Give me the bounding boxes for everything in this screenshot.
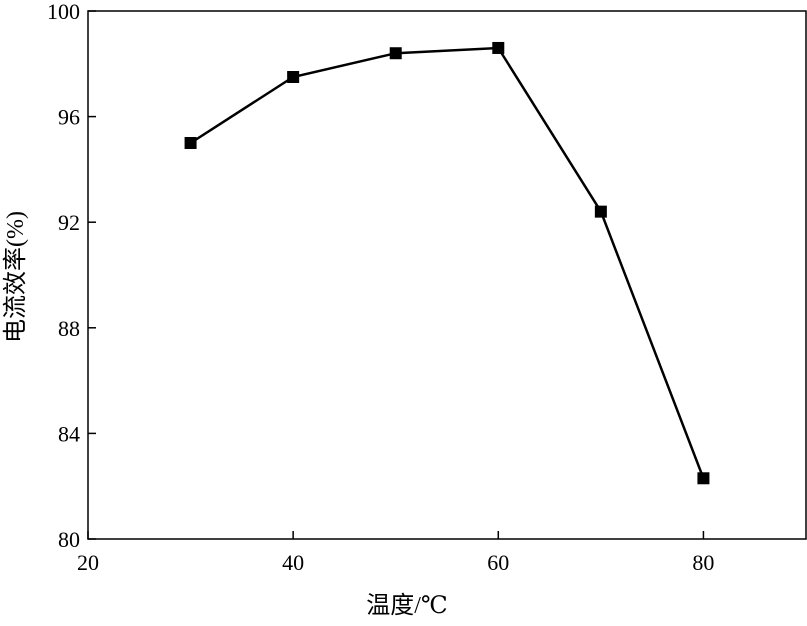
y-axis-label: 电流效率(%) xyxy=(2,211,29,343)
data-point xyxy=(184,137,197,149)
y-tick-label: 88 xyxy=(58,316,80,341)
x-tick-label: 80 xyxy=(692,550,714,575)
series-group xyxy=(184,41,710,485)
series-line xyxy=(189,46,705,479)
plot-frame xyxy=(87,10,807,540)
data-point xyxy=(287,71,300,83)
ticks: 20 40 60 80 80 84 88 92 96 100 xyxy=(47,0,714,575)
data-point xyxy=(697,472,710,485)
x-tick-label: 60 xyxy=(487,550,509,575)
axes xyxy=(87,10,807,540)
data-point xyxy=(594,205,607,218)
y-tick-label: 80 xyxy=(58,527,80,552)
x-axis-label: 温度/℃ xyxy=(366,592,448,619)
y-tick-label: 96 xyxy=(58,105,80,130)
x-tick-label: 40 xyxy=(282,550,304,575)
data-point xyxy=(492,41,505,54)
y-tick-label: 100 xyxy=(47,0,80,24)
y-tick-label: 92 xyxy=(58,210,80,235)
data-point xyxy=(389,47,402,60)
x-tick-label: 20 xyxy=(77,550,99,575)
y-tick-label: 84 xyxy=(58,421,80,446)
